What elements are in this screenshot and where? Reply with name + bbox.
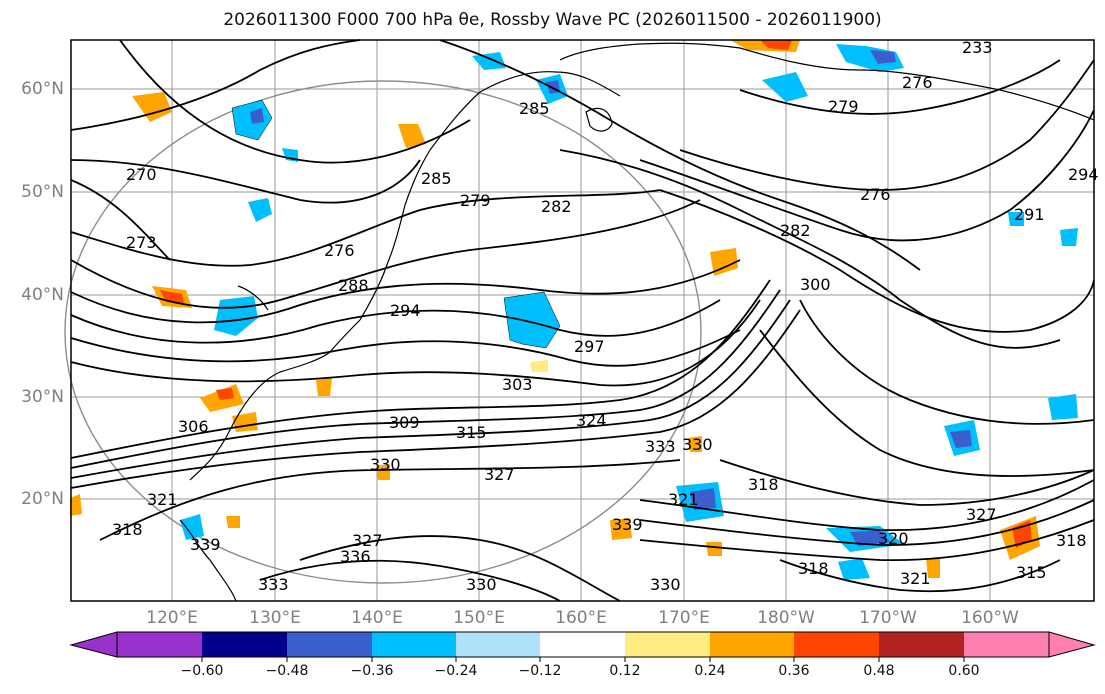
colorbar-tick-label: −0.12 (518, 663, 562, 679)
lat-label-40n: 40°N (21, 285, 64, 305)
colorbar-swatch (287, 632, 372, 657)
lon-label-140e: 140°E (351, 608, 403, 628)
contour-label: 330 (466, 575, 497, 594)
contour-label: 318 (1056, 531, 1087, 550)
contour-label: 282 (541, 197, 572, 216)
contour-label: 321 (900, 569, 931, 588)
contour-label: 327 (966, 505, 997, 524)
contour-label: 330 (370, 455, 401, 474)
contour-label: 300 (800, 275, 831, 294)
contour-label: 276 (902, 73, 933, 92)
anomaly-shading (70, 40, 1078, 580)
lon-label-160w: 160°W (961, 608, 1019, 628)
map-title: 2026011300 F000 700 hPa θe, Rossby Wave … (223, 10, 882, 30)
lat-label-50n: 50°N (21, 182, 64, 202)
contour-label: 291 (1014, 205, 1045, 224)
colorbar (69, 631, 1096, 662)
contour-label: 276 (324, 241, 355, 260)
lat-label-60n: 60°N (21, 79, 64, 99)
contour-label: 321 (668, 490, 699, 509)
colorbar-tick-label: −0.60 (180, 663, 224, 679)
contour-label: 279 (828, 97, 859, 116)
lon-label-180w: 180°W (757, 608, 815, 628)
lon-label-120e: 120°E (146, 608, 198, 628)
colorbar-swatch (372, 632, 456, 657)
contour-label: 273 (126, 233, 157, 252)
contour-label: 279 (460, 191, 491, 210)
theta-e-contours (70, 39, 1095, 602)
contour-label: 285 (421, 169, 452, 188)
contour-label: 315 (456, 423, 487, 442)
colorbar-swatch (964, 632, 1049, 657)
contour-label: 318 (112, 520, 143, 539)
contour-label: 276 (860, 185, 891, 204)
contour-label: 318 (798, 559, 829, 578)
contour-label: 294 (1068, 165, 1099, 184)
contour-label: 303 (502, 375, 533, 394)
contour-label: 327 (352, 531, 383, 550)
colorbar-swatch (879, 632, 964, 657)
contour-label: 294 (390, 301, 421, 320)
region-circle-outline (64, 80, 702, 584)
contour-label: 321 (147, 490, 178, 509)
colorbar-tick-label: −0.48 (265, 663, 309, 679)
contour-label: 288 (338, 276, 369, 295)
colorbar-ticks (201, 657, 965, 662)
lat-label-30n: 30°N (21, 387, 64, 407)
colorbar-tick-label: 0.36 (778, 663, 810, 679)
colorbar-outline (116, 631, 1050, 658)
contour-label: 318 (748, 475, 779, 494)
lon-label-170w: 170°W (859, 608, 917, 628)
contour-label: 324 (576, 411, 607, 430)
colorbar-tick-label: 0.12 (609, 663, 641, 679)
colorbar-swatch (710, 632, 794, 657)
colorbar-tick-label: 0.48 (863, 663, 895, 679)
colorbar-extend-high (1048, 631, 1096, 658)
colorbar-swatch (202, 632, 287, 657)
lon-label-160e: 160°E (555, 608, 607, 628)
colorbar-swatch (117, 632, 202, 657)
contour-label: 320 (878, 529, 909, 548)
contour-label: 282 (780, 221, 811, 240)
coastlines (179, 42, 1095, 602)
colorbar-tick-label: 0.24 (694, 663, 726, 679)
lat-label-20n: 20°N (21, 489, 64, 509)
map-frame (70, 39, 1095, 602)
contour-label: 309 (389, 413, 420, 432)
contour-label: 306 (178, 417, 209, 436)
contour-label: 327 (484, 465, 515, 484)
colorbar-tick-label: 0.60 (948, 663, 980, 679)
contour-label-group: 233 276 279 285 285 279 282 276 294 291 … (112, 38, 1099, 594)
contour-label: 339 (612, 515, 643, 534)
contour-label: 333 (645, 437, 676, 456)
lon-label-150e: 150°E (453, 608, 505, 628)
lon-label-170e: 170°E (658, 608, 710, 628)
contour-label: 339 (190, 535, 221, 554)
colorbar-extend-low (69, 631, 118, 658)
colorbar-swatch (456, 632, 540, 657)
contour-label: 297 (574, 337, 605, 356)
contour-label: 233 (962, 38, 993, 57)
contour-label: 330 (650, 575, 681, 594)
lon-label-130e: 130°E (249, 608, 301, 628)
contour-label: 270 (126, 165, 157, 184)
colorbar-tick-label: −0.24 (434, 663, 478, 679)
contour-label: 336 (340, 547, 371, 566)
contour-label: 333 (258, 575, 289, 594)
colorbar-swatch (794, 632, 879, 657)
colorbar-swatch (540, 632, 625, 657)
contour-label: 315 (1016, 563, 1047, 582)
colorbar-tick-label: −0.36 (350, 663, 394, 679)
contour-label: 330 (682, 435, 713, 454)
contour-label: 285 (519, 99, 550, 118)
colorbar-swatch (625, 632, 710, 657)
